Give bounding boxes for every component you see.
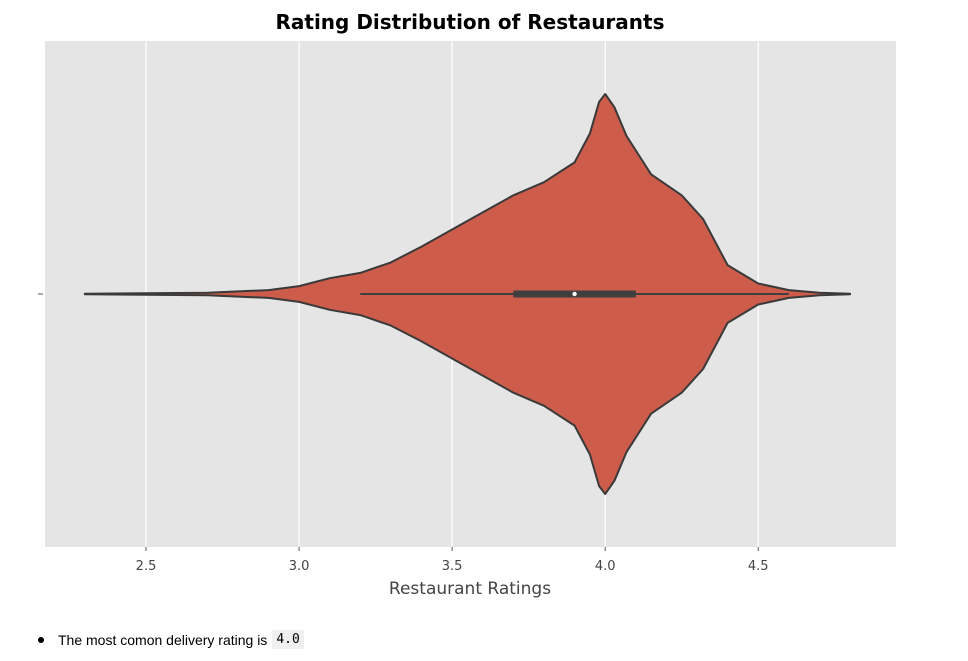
x-tick-label: 4.0 [595, 559, 616, 574]
note-code: 4.0 [272, 630, 304, 649]
x-tick-label: 4.5 [748, 559, 769, 574]
chart-title: Rating Distribution of Restaurants [275, 10, 664, 34]
x-ticks: 2.5 3.0 3.5 4.0 4.5 [136, 547, 769, 574]
x-axis-label: Restaurant Ratings [389, 579, 551, 599]
x-tick-label: 2.5 [136, 559, 157, 574]
x-tick-label: 3.5 [442, 559, 463, 574]
note-text: The most comon delivery rating is [58, 631, 268, 648]
note-list-item: The most comon delivery rating is 4.0 [38, 630, 304, 649]
median-marker [572, 291, 577, 297]
x-tick-label: 3.0 [289, 559, 310, 574]
inner-boxplot [360, 290, 789, 298]
bullet-icon [38, 636, 44, 643]
violin-chart: Rating Distribution of Restaurants 2.5 3.… [38, 10, 896, 599]
